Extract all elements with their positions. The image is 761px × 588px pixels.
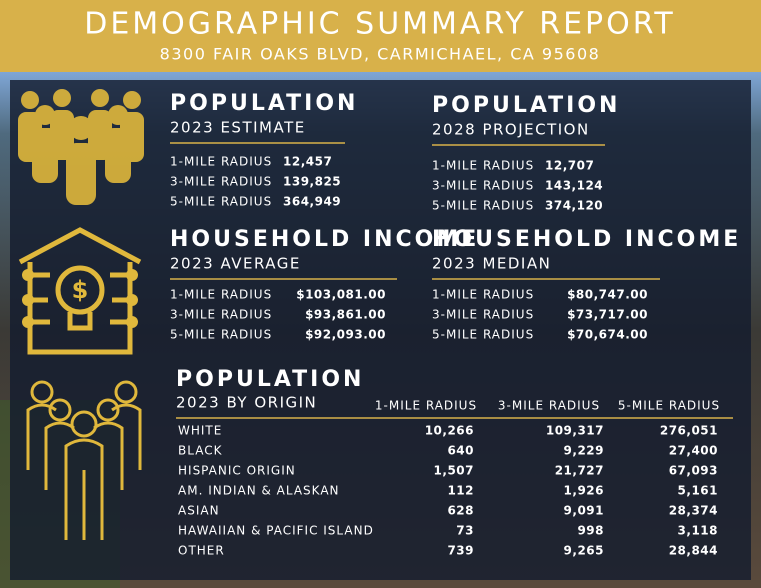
row-value: 9,229 (564, 444, 604, 458)
section-subtitle: 2023 MEDIAN (432, 255, 551, 273)
row-value: 28,844 (669, 544, 718, 558)
row-label: ASIAN (178, 504, 220, 518)
section-title: HOUSEHOLD INCOME (170, 227, 479, 252)
row-value: 73 (456, 524, 474, 538)
row-label: HAWAIIAN & PACIFIC ISLAND (178, 524, 374, 538)
row-value: 739 (447, 544, 474, 558)
row-value: 109,317 (546, 424, 604, 438)
row-label: BLACK (178, 444, 223, 458)
row-label: 1-MILE RADIUS (170, 288, 272, 302)
row-label: 3-MILE RADIUS (170, 175, 272, 189)
row-value: $92,093.00 (305, 328, 386, 342)
row-value: 1,507 (434, 464, 474, 478)
house-bulb-icon: $ (18, 227, 142, 355)
row-value: $80,747.00 (567, 288, 648, 302)
row-value: 364,949 (283, 195, 341, 209)
row-label: 5-MILE RADIUS (170, 195, 272, 209)
svg-text:$: $ (72, 276, 89, 304)
section-title: HOUSEHOLD INCOME (432, 227, 741, 252)
section-title: POPULATION (432, 93, 620, 118)
section-subtitle: 2028 PROJECTION (432, 121, 590, 139)
row-value: 10,266 (425, 424, 474, 438)
row-value: 276,051 (660, 424, 718, 438)
overlay-panel (10, 80, 751, 580)
row-value: 640 (447, 444, 474, 458)
report-title: DEMOGRAPHIC SUMMARY REPORT (84, 7, 676, 42)
row-value: 12,457 (283, 155, 332, 169)
people-icon (18, 89, 144, 205)
row-label: OTHER (178, 544, 225, 558)
row-value: 28,374 (669, 504, 718, 518)
row-value: 1,926 (564, 484, 604, 498)
column-header: 5-MILE RADIUS (618, 399, 720, 413)
section-subtitle: 2023 AVERAGE (170, 255, 301, 273)
row-label: 1-MILE RADIUS (432, 288, 534, 302)
row-value: $70,674.00 (567, 328, 648, 342)
row-value: 374,120 (545, 199, 603, 213)
row-label: 1-MILE RADIUS (170, 155, 272, 169)
row-label: 5-MILE RADIUS (432, 328, 534, 342)
row-value: 998 (577, 524, 604, 538)
row-label: 3-MILE RADIUS (432, 308, 534, 322)
row-value: 139,825 (283, 175, 341, 189)
row-value: 5,161 (678, 484, 718, 498)
section-title: POPULATION (170, 91, 358, 116)
row-value: 628 (447, 504, 474, 518)
row-label: HISPANIC ORIGIN (178, 464, 296, 478)
row-value: 9,265 (564, 544, 604, 558)
row-value: 143,124 (545, 179, 603, 193)
row-label: 5-MILE RADIUS (432, 199, 534, 213)
row-label: 3-MILE RADIUS (432, 179, 534, 193)
section-subtitle: 2023 ESTIMATE (170, 119, 306, 137)
row-label: 1-MILE RADIUS (432, 159, 534, 173)
row-value: 3,118 (678, 524, 718, 538)
row-value: $73,717.00 (567, 308, 648, 322)
row-value: $103,081.00 (296, 288, 386, 302)
row-label: WHITE (178, 424, 222, 438)
column-header: 1-MILE RADIUS (375, 399, 477, 413)
row-value: 12,707 (545, 159, 594, 173)
row-value: 9,091 (564, 504, 604, 518)
row-value: $93,861.00 (305, 308, 386, 322)
row-value: 21,727 (555, 464, 604, 478)
row-value: 27,400 (669, 444, 718, 458)
row-label: 5-MILE RADIUS (170, 328, 272, 342)
report-subtitle: 8300 FAIR OAKS BLVD, CARMICHAEL, CA 9560… (160, 45, 601, 64)
row-label: 3-MILE RADIUS (170, 308, 272, 322)
section-subtitle: 2023 BY ORIGIN (176, 394, 317, 412)
section-title: POPULATION (176, 367, 364, 392)
group-icon (26, 380, 142, 540)
header-band (0, 0, 761, 72)
row-value: 67,093 (669, 464, 718, 478)
row-label: AM. INDIAN & ALASKAN (178, 484, 340, 498)
column-header: 3-MILE RADIUS (498, 399, 600, 413)
row-value: 112 (447, 484, 474, 498)
